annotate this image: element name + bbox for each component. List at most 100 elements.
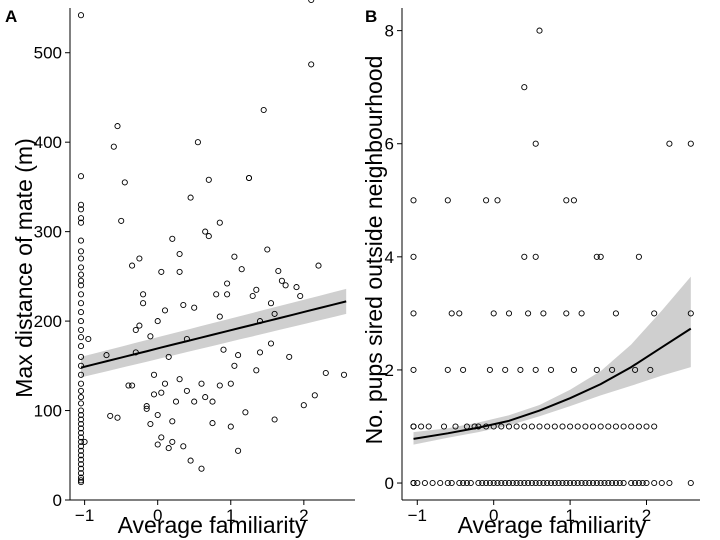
panel-a-data-point [194, 139, 201, 146]
panel-a-data-point [260, 106, 267, 114]
panel-a-data-point [81, 438, 88, 445]
panel-b-data-point [528, 479, 535, 487]
panel-b-data-point [490, 310, 497, 317]
panel-b-data-point [570, 479, 577, 487]
panel-a-axes: −1 0 1 2 0 100 200 300 400 500 [34, 8, 355, 525]
panel-a-data-point [282, 282, 289, 289]
panel-a-data-point [77, 400, 85, 407]
panel-b-data-point [486, 366, 493, 373]
panel-b-data-point [563, 197, 570, 204]
panel-b-data-point [593, 366, 600, 373]
panel-a-data-point [77, 237, 85, 244]
panel-b-data-point [612, 423, 619, 430]
panel-a-data-point [77, 474, 85, 481]
panel-a-data-point [271, 416, 278, 423]
panel-a-data-point [315, 262, 322, 269]
panel-a-data-point [187, 457, 194, 464]
panel-b-data-point [651, 479, 658, 487]
panel-b-data-point [414, 479, 421, 487]
panel-b-y-tick-label: 0 [385, 474, 394, 493]
panel-b-data-point [505, 423, 513, 430]
panel-a-data-point [165, 445, 172, 452]
panel-b-data-point [410, 197, 417, 204]
panel-a-data-point [77, 201, 85, 208]
panel-a-data-point [165, 353, 172, 360]
panel-b-data-point [612, 479, 619, 487]
panel-a-data-point [77, 353, 85, 360]
panel-a-data-point [103, 352, 110, 359]
panel-a-data-point [132, 326, 139, 334]
panel-a-data-point [180, 443, 187, 450]
panel-b-data-point [544, 479, 551, 487]
panel-b-confidence-band [413, 276, 691, 445]
panel-b-data-point [612, 310, 619, 317]
panel-a-data-point [77, 479, 85, 486]
panel-a-data-point [154, 411, 161, 419]
panel-b-points [410, 27, 694, 487]
panel-a-data-point [161, 380, 169, 387]
panel-a-data-point [154, 441, 161, 448]
panel-b-data-point [643, 479, 650, 487]
panel-a-data-point [121, 179, 128, 186]
panel-a-data-point [256, 349, 264, 356]
panel-a-data-point [216, 382, 223, 389]
panel-b-data-point [536, 479, 543, 487]
panel-a-data-point [77, 394, 85, 401]
panel-a-x-tick-label: −1 [75, 506, 94, 525]
panel-b-data-point [486, 479, 493, 487]
panel-a-x-tick-label: 1 [226, 506, 235, 525]
panel-a-y-tick-label: 100 [34, 402, 62, 421]
panel-a-data-point [118, 217, 125, 224]
panel-a-data-point [129, 262, 136, 269]
panel-a-data-point [238, 266, 245, 273]
panel-b-y-tick-label: 8 [385, 22, 394, 41]
panel-b-data-point [513, 423, 520, 430]
panel-a-data-point [300, 402, 307, 409]
panel-b-data-point [410, 423, 417, 430]
panel-b-y-axis-title: No. pups sired outside neighbourhood [361, 56, 387, 445]
panel-a-data-point [77, 362, 85, 369]
panel-a-data-point [308, 0, 315, 4]
panel-b-label: B [365, 7, 377, 26]
panel-b-data-point [620, 423, 627, 430]
panel-a-data-point [143, 405, 150, 412]
panel-b-data-point [586, 479, 593, 487]
panel-a-data-point [158, 434, 165, 441]
panel-b-data-point [494, 197, 501, 204]
panel-a-data-point [176, 268, 183, 275]
panel-b-y-tick-label: 4 [385, 248, 394, 267]
panel-b-data-point [444, 366, 451, 373]
panel-a-data-point [220, 346, 227, 353]
panel-a-data-point [267, 300, 275, 307]
panel-b-data-point [444, 479, 451, 487]
panel-b-data-point [578, 310, 585, 317]
panel-a-data-point [191, 398, 198, 405]
panel-b-data-point [536, 423, 543, 430]
panel-a-data-point [267, 340, 275, 347]
panel-b-data-point [460, 479, 467, 487]
panel-a-data-point [125, 382, 132, 389]
panel-b-data-point [456, 479, 463, 487]
panel-a-data-point [311, 392, 318, 399]
panel-a-y-axis-title: Max distance of mate (m) [11, 138, 37, 397]
panel-a-data-point [176, 250, 183, 258]
panel-a-data-point [77, 271, 85, 278]
panel-a-data-point [77, 300, 85, 307]
panel-a-data-point [77, 456, 85, 463]
panel-a-y-tick-label: 0 [53, 491, 62, 510]
panel-b-data-point [620, 479, 627, 487]
panel-b-data-point [479, 479, 486, 487]
panel-b-data-point [509, 479, 516, 487]
panel-b-data-point [502, 479, 509, 487]
panel-a-data-point [180, 301, 187, 309]
panel-a-data-point [77, 318, 85, 325]
panel-b-data-point [452, 423, 459, 430]
panel-a-data-point [169, 235, 176, 242]
panel-b-data-point [687, 140, 694, 147]
panel-a-data-point [227, 423, 234, 430]
panel-a-data-point [77, 277, 85, 284]
panel-a-data-point [297, 292, 304, 300]
panel-b-data-point [490, 479, 497, 487]
panel-b-data-point [687, 310, 694, 317]
